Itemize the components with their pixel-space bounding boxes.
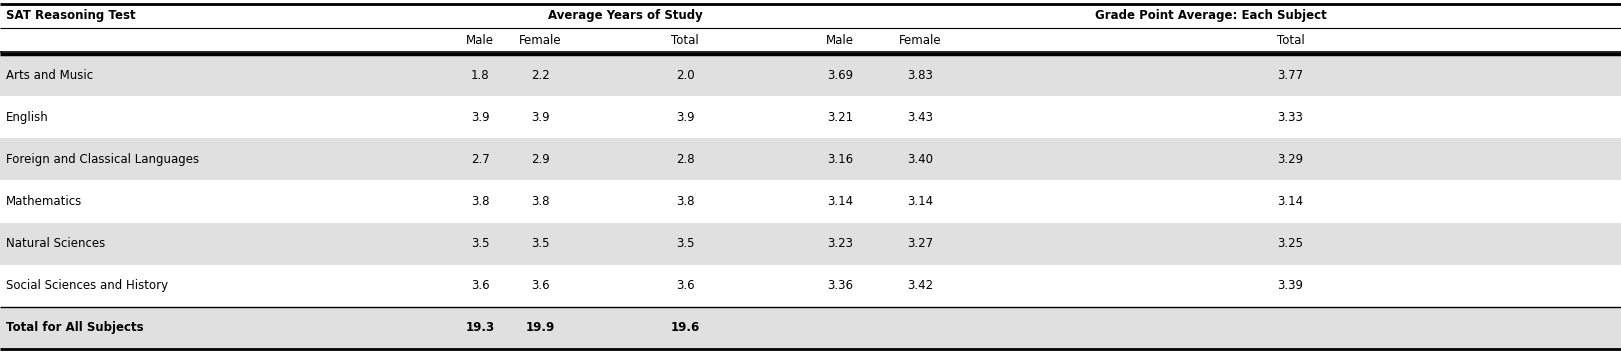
Text: 3.77: 3.77 [1277,68,1303,82]
Text: 3.14: 3.14 [827,195,853,208]
Text: 3.5: 3.5 [530,237,550,250]
Text: 3.83: 3.83 [908,68,934,82]
Text: 3.39: 3.39 [1277,279,1303,292]
Text: 3.25: 3.25 [1277,237,1303,250]
Text: 3.8: 3.8 [470,195,490,208]
Text: 3.29: 3.29 [1277,153,1303,166]
Text: Average Years of Study: Average Years of Study [548,10,702,23]
Text: 3.42: 3.42 [906,279,934,292]
Text: 19.3: 19.3 [465,322,494,334]
Text: 3.21: 3.21 [827,111,853,124]
Text: 3.43: 3.43 [908,111,934,124]
Text: Total: Total [671,35,699,48]
Text: 2.8: 2.8 [676,153,694,166]
Text: 1.8: 1.8 [470,68,490,82]
Text: 19.9: 19.9 [525,322,554,334]
Bar [0,180,1621,223]
Text: English: English [6,111,49,124]
Text: 3.6: 3.6 [470,279,490,292]
Text: 3.8: 3.8 [676,195,694,208]
Text: 2.2: 2.2 [530,68,550,82]
Bar [0,138,1621,180]
Bar [0,54,1621,96]
Text: 3.8: 3.8 [530,195,550,208]
Text: 3.14: 3.14 [1277,195,1303,208]
Text: Male: Male [827,35,854,48]
Text: Female: Female [898,35,942,48]
Text: 3.5: 3.5 [676,237,694,250]
Text: 3.69: 3.69 [827,68,853,82]
Text: 2.7: 2.7 [470,153,490,166]
Text: 3.5: 3.5 [470,237,490,250]
Text: 19.6: 19.6 [671,322,700,334]
Text: Natural Sciences: Natural Sciences [6,237,105,250]
Text: Foreign and Classical Languages: Foreign and Classical Languages [6,153,199,166]
Text: Male: Male [465,35,494,48]
Text: Female: Female [519,35,561,48]
Text: Total for All Subjects: Total for All Subjects [6,322,144,334]
Text: 3.9: 3.9 [530,111,550,124]
Text: SAT Reasoning Test: SAT Reasoning Test [6,10,136,23]
Text: Total: Total [1277,35,1305,48]
Text: 3.33: 3.33 [1277,111,1303,124]
Text: 3.27: 3.27 [906,237,934,250]
Text: Arts and Music: Arts and Music [6,68,92,82]
Bar [0,4,1621,54]
Text: Mathematics: Mathematics [6,195,83,208]
Bar [0,307,1621,349]
Text: Grade Point Average: Each Subject: Grade Point Average: Each Subject [1094,10,1326,23]
Bar [0,96,1621,138]
Text: 2.9: 2.9 [530,153,550,166]
Bar [0,265,1621,307]
Text: 3.16: 3.16 [827,153,853,166]
Text: 3.9: 3.9 [470,111,490,124]
Text: 3.40: 3.40 [908,153,934,166]
Text: 2.0: 2.0 [676,68,694,82]
Bar [0,223,1621,265]
Text: 3.6: 3.6 [676,279,694,292]
Text: 3.9: 3.9 [676,111,694,124]
Text: 3.6: 3.6 [530,279,550,292]
Text: 3.36: 3.36 [827,279,853,292]
Text: Social Sciences and History: Social Sciences and History [6,279,169,292]
Text: 3.23: 3.23 [827,237,853,250]
Text: 3.14: 3.14 [906,195,934,208]
